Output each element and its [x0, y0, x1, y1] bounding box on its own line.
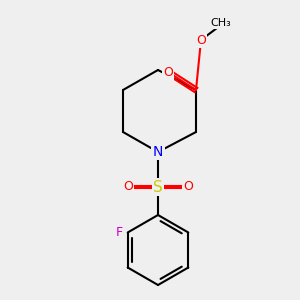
Text: O: O — [123, 181, 133, 194]
Text: N: N — [153, 145, 163, 159]
Text: S: S — [153, 179, 163, 194]
Text: O: O — [163, 65, 173, 79]
Text: F: F — [116, 226, 123, 239]
Text: CH₃: CH₃ — [211, 18, 231, 28]
Text: O: O — [183, 181, 193, 194]
Text: O: O — [196, 34, 206, 46]
